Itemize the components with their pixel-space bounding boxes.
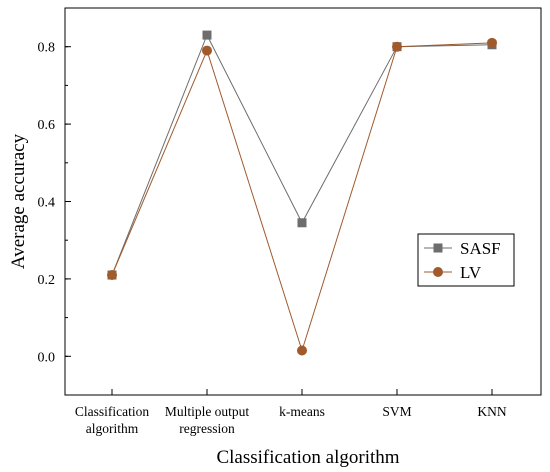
axis-ticks: 0.0 0.2 0.4 0.6 0.8 Classification algorithm Mu…: [38, 7, 507, 436]
x-tick-label: Multiple output regression: [165, 404, 250, 436]
data-point-circle: [297, 345, 307, 356]
y-tick-label: 0.6: [38, 118, 56, 133]
y-tick-label: 0.2: [38, 273, 56, 288]
data-point-circle: [392, 41, 402, 52]
legend-marker-circle: [433, 267, 443, 277]
data-point-circle: [487, 37, 497, 48]
legend-box: [417, 233, 515, 287]
data-point-square: [202, 30, 212, 40]
legend-label: SASF: [460, 239, 501, 258]
y-axis-title: Average accuracy: [8, 133, 29, 269]
y-tick-label: 0.8: [38, 41, 56, 56]
plot-border: [64, 7, 542, 396]
x-tick-label: SVM: [382, 404, 411, 419]
y-tick-label: 0.0: [38, 350, 56, 365]
legend-label: LV: [460, 263, 482, 282]
data-point-circle: [202, 45, 212, 56]
x-axis-title: Classification algorithm: [216, 447, 399, 468]
legend: SASF LV: [417, 233, 515, 287]
series-line: [111, 42, 493, 353]
x-tick-label: k-means: [279, 404, 325, 419]
y-tick-label: 0.4: [38, 196, 56, 211]
data-point-square: [297, 218, 307, 228]
plot-frame: [64, 7, 542, 396]
x-tick-label: Classification algorithm: [75, 404, 149, 436]
x-tick-label: KNN: [477, 404, 506, 419]
series-lv: [107, 37, 497, 356]
data-point-circle: [107, 270, 117, 281]
legend-marker-square: [433, 243, 443, 253]
series-group: [107, 30, 497, 356]
